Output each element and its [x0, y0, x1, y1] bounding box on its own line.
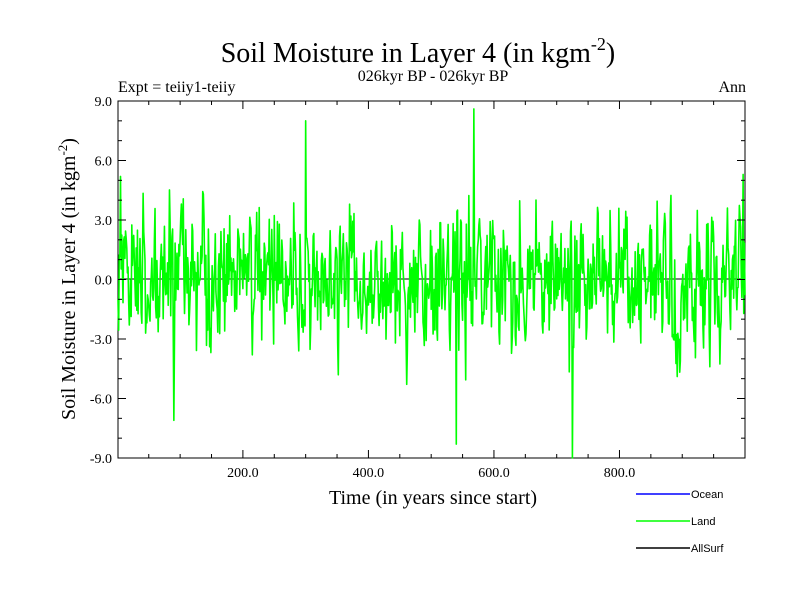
x-tick-label: 600.0 [478, 466, 510, 481]
y-tick-label: 3.0 [95, 214, 113, 229]
x-tick-label: 400.0 [353, 466, 385, 481]
chart-subtitle: 026kyr BP - 026kyr BP [358, 68, 509, 85]
x-ticks: 200.0 400.0 600.0 800.0 [148, 101, 715, 481]
y-tick-label: -3.0 [90, 333, 112, 348]
legend-label-land: Land [691, 516, 715, 528]
chart-title: Soil Moisture in Layer 4 (in kgm-2) [221, 34, 616, 69]
x-tick-label: 800.0 [604, 466, 636, 481]
x-axis-label: Time (in years since start) [329, 487, 537, 509]
y-axis-label: Soil Moisture in Layer 4 (in kgm-2) [55, 138, 80, 420]
series-line-land [117, 108, 746, 459]
legend-label-allsurf: AllSurf [691, 543, 724, 555]
y-tick-label: 6.0 [95, 155, 113, 170]
season-label: Ann [718, 79, 746, 96]
legend: Ocean Land AllSurf [636, 489, 724, 555]
x-tick-label: 200.0 [227, 466, 259, 481]
y-tick-label: 0.0 [95, 274, 113, 289]
y-tick-label: -9.0 [90, 452, 112, 467]
legend-label-ocean: Ocean [691, 489, 723, 501]
experiment-label: Expt = teiiy1-teiiy [118, 79, 235, 96]
y-tick-label: -6.0 [90, 393, 112, 408]
y-ticks: 9.0 6.0 3.0 0.0 -3.0 -6.0 -9.0 [90, 95, 745, 467]
y-tick-label: 9.0 [95, 95, 113, 110]
